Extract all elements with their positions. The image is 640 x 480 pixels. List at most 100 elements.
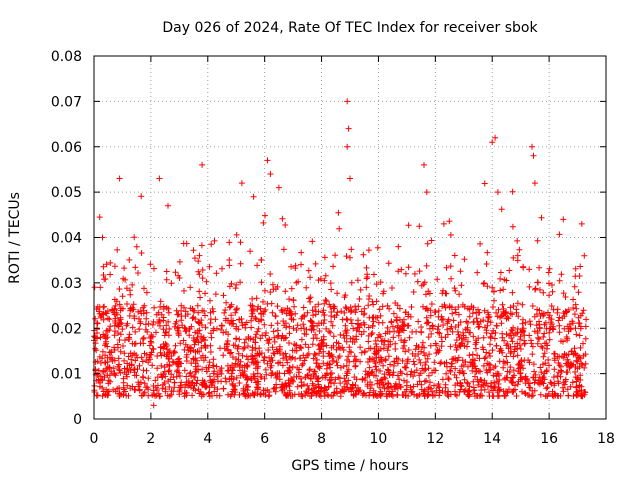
roti-point [199, 366, 206, 373]
roti-point [267, 171, 274, 177]
roti-point [91, 333, 98, 340]
roti-point [385, 380, 391, 386]
roti-point [122, 337, 128, 344]
roti-point [575, 320, 582, 326]
roti-point [405, 264, 412, 271]
roti-point [189, 392, 196, 399]
roti-point [97, 379, 104, 386]
roti-point [177, 373, 183, 379]
roti-point [475, 335, 482, 342]
roti-point [171, 379, 178, 386]
roti-point [315, 308, 322, 315]
roti-point [305, 267, 312, 274]
roti-point [490, 304, 496, 310]
roti-point [162, 386, 169, 393]
roti-point [476, 309, 483, 316]
roti-point [459, 357, 466, 364]
roti-point [450, 317, 457, 324]
roti-point [196, 288, 203, 295]
roti-point [348, 279, 355, 286]
roti-point [294, 383, 301, 390]
roti-point [299, 362, 305, 369]
roti-point [292, 310, 299, 317]
roti-point [255, 325, 262, 332]
roti-point [521, 340, 528, 347]
roti-point [305, 344, 312, 351]
roti-point [343, 338, 350, 345]
roti-point [560, 290, 567, 297]
roti-point [171, 348, 178, 355]
roti-point [458, 335, 465, 342]
roti-point [499, 349, 506, 356]
roti-point [375, 319, 382, 326]
roti-point [347, 254, 353, 261]
roti-point [228, 312, 235, 319]
roti-point [220, 329, 227, 336]
roti-point [551, 390, 558, 397]
roti-point [328, 286, 335, 293]
roti-point [94, 320, 101, 327]
roti-point [132, 328, 139, 335]
roti-point [398, 266, 405, 273]
roti-point [491, 379, 498, 386]
roti-point [165, 318, 172, 325]
roti-point [315, 277, 322, 284]
roti-point [249, 302, 256, 309]
roti-point [380, 290, 387, 297]
roti-point [172, 269, 179, 276]
roti-point [372, 360, 379, 366]
roti-point [197, 389, 204, 395]
roti-point [317, 346, 324, 353]
roti-point [369, 355, 376, 362]
roti-point [386, 391, 393, 398]
roti-point [260, 311, 267, 318]
roti-point [95, 376, 102, 383]
roti-point [297, 344, 304, 351]
roti-point [244, 373, 251, 380]
roti-point [513, 306, 520, 313]
roti-point [530, 152, 537, 159]
roti-point [140, 334, 147, 341]
roti-point [99, 234, 106, 241]
roti-point [449, 328, 456, 335]
roti-point [143, 367, 150, 374]
roti-point [131, 341, 138, 347]
roti-point [139, 358, 146, 365]
roti-point [172, 342, 179, 349]
roti-point [348, 320, 355, 327]
roti-point [322, 297, 329, 303]
roti-point [489, 284, 496, 291]
roti-point [243, 362, 250, 369]
roti-point [522, 319, 529, 326]
roti-point [333, 359, 340, 366]
roti-point [526, 283, 533, 290]
roti-point [492, 385, 499, 391]
roti-point [360, 251, 367, 258]
roti-point [455, 331, 462, 338]
roti-point [237, 279, 244, 286]
roti-point [122, 276, 129, 283]
roti-point [387, 361, 394, 368]
roti-point [104, 315, 111, 322]
roti-point [200, 391, 207, 398]
roti-point [422, 352, 429, 359]
roti-point [235, 343, 242, 350]
roti-point [160, 317, 167, 324]
roti-point [395, 356, 402, 363]
roti-point [284, 305, 291, 312]
roti-point [298, 325, 305, 332]
roti-point [515, 378, 522, 385]
roti-point [245, 383, 251, 390]
roti-point [100, 369, 107, 375]
x-tick-label: 14 [483, 431, 501, 447]
roti-point [556, 314, 563, 321]
roti-point [410, 289, 417, 295]
roti-point [248, 317, 255, 324]
roti-point [487, 341, 493, 348]
roti-point [411, 361, 418, 368]
roti-point [528, 393, 535, 400]
roti-point [493, 370, 499, 377]
roti-point [535, 279, 541, 286]
roti-point [211, 368, 218, 375]
roti-point [420, 390, 427, 397]
